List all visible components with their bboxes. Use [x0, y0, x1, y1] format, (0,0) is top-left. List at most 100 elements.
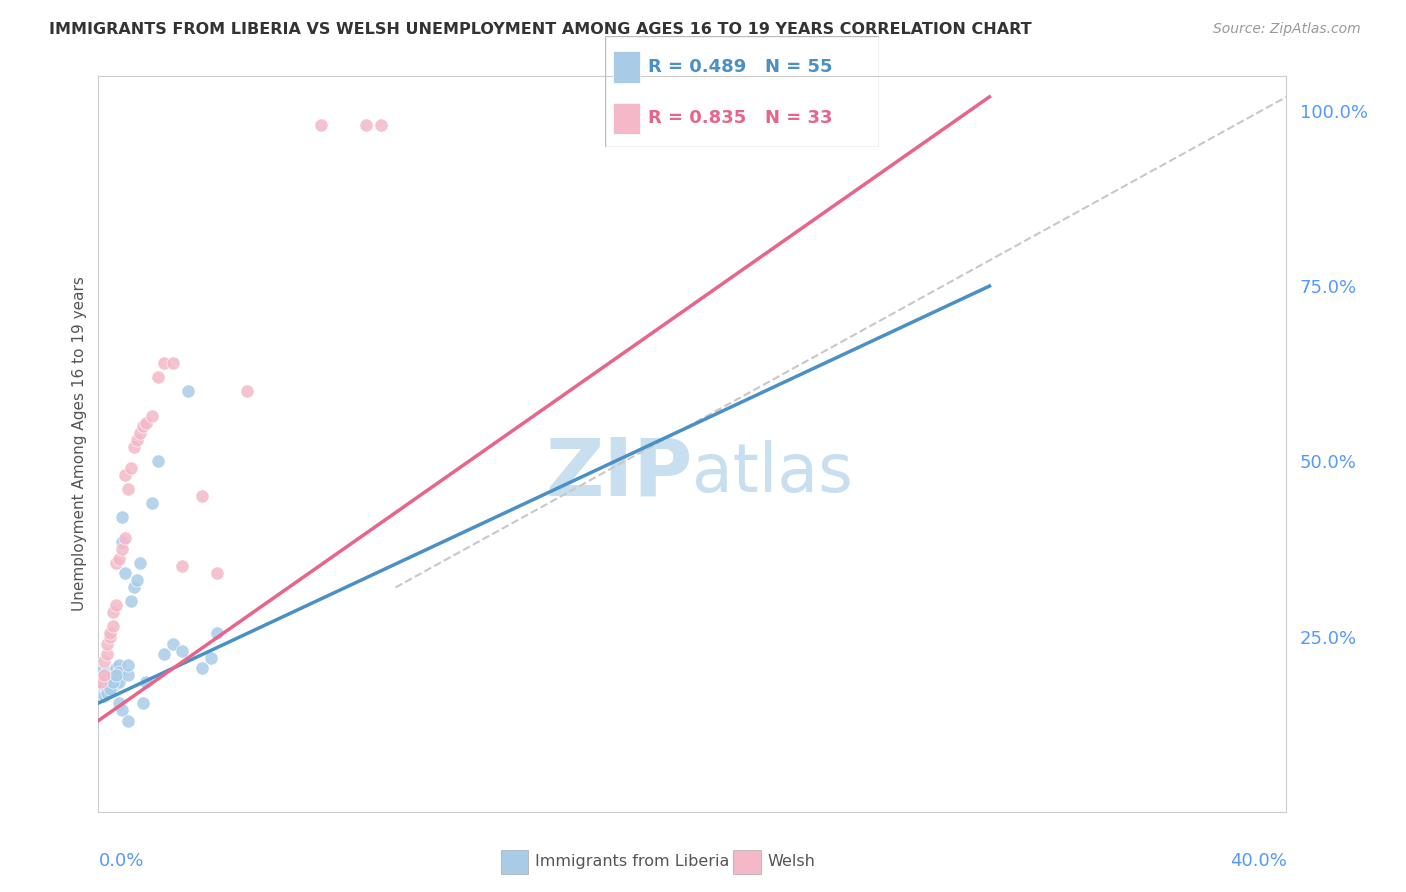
Point — [129, 556, 152, 570]
Point — [103, 665, 125, 679]
Bar — [613, 52, 640, 83]
Bar — [613, 103, 640, 134]
Point — [370, 118, 392, 132]
Point — [103, 679, 125, 693]
Point — [170, 559, 193, 574]
Point — [120, 461, 142, 475]
Point — [111, 703, 134, 717]
Point — [125, 574, 148, 588]
Point — [122, 581, 145, 595]
Point — [96, 647, 118, 661]
Point — [146, 454, 169, 468]
Point — [114, 532, 136, 546]
Point — [108, 665, 131, 679]
Point — [152, 647, 174, 661]
Point — [93, 668, 115, 682]
Point — [103, 675, 125, 690]
Point — [191, 661, 214, 675]
Point — [103, 605, 125, 619]
Text: Source: ZipAtlas.com: Source: ZipAtlas.com — [1213, 22, 1361, 37]
Point — [96, 665, 118, 679]
Point — [132, 696, 155, 710]
Point — [98, 668, 121, 682]
Point — [114, 468, 136, 483]
Point — [90, 675, 112, 690]
Point — [93, 668, 115, 682]
Point — [103, 668, 125, 682]
Point — [108, 696, 131, 710]
Point — [111, 541, 134, 556]
Point — [90, 672, 112, 686]
Point — [141, 409, 163, 423]
Text: atlas: atlas — [692, 441, 853, 506]
Point — [122, 440, 145, 454]
Point — [117, 483, 139, 497]
Point — [170, 643, 193, 657]
Point — [108, 657, 131, 672]
Y-axis label: Unemployment Among Ages 16 to 19 years: Unemployment Among Ages 16 to 19 years — [72, 277, 87, 611]
Text: R = 0.489   N = 55: R = 0.489 N = 55 — [648, 58, 832, 76]
Point — [105, 672, 128, 686]
Point — [90, 675, 112, 690]
Point — [105, 675, 128, 690]
Point — [98, 630, 121, 644]
Point — [98, 675, 121, 690]
Point — [90, 665, 112, 679]
Text: Immigrants from Liberia: Immigrants from Liberia — [534, 854, 730, 869]
Point — [96, 685, 118, 699]
Point — [191, 489, 214, 503]
Point — [111, 534, 134, 549]
Point — [108, 552, 131, 566]
Point — [236, 384, 259, 399]
Point — [111, 510, 134, 524]
Bar — [501, 850, 529, 874]
Point — [125, 434, 148, 448]
Point — [93, 654, 115, 668]
Text: IMMIGRANTS FROM LIBERIA VS WELSH UNEMPLOYMENT AMONG AGES 16 TO 19 YEARS CORRELAT: IMMIGRANTS FROM LIBERIA VS WELSH UNEMPLO… — [49, 22, 1032, 37]
Point — [96, 668, 118, 682]
Point — [108, 675, 131, 690]
Point — [152, 356, 174, 370]
Point — [309, 118, 332, 132]
Text: R = 0.835   N = 33: R = 0.835 N = 33 — [648, 109, 832, 128]
Point — [162, 356, 184, 370]
Point — [117, 668, 139, 682]
Point — [105, 661, 128, 675]
Point — [98, 682, 121, 697]
Point — [120, 594, 142, 608]
Point — [93, 675, 115, 690]
Point — [200, 650, 222, 665]
Point — [98, 672, 121, 686]
Point — [93, 679, 115, 693]
Point — [132, 419, 155, 434]
Point — [96, 675, 118, 690]
Point — [117, 714, 139, 728]
Point — [105, 556, 128, 570]
Point — [105, 598, 128, 612]
Point — [96, 636, 118, 650]
Point — [205, 566, 228, 581]
Point — [103, 619, 125, 633]
Point — [135, 675, 157, 690]
Point — [135, 416, 157, 430]
Point — [98, 682, 121, 697]
Point — [117, 657, 139, 672]
Point — [98, 675, 121, 690]
Text: Welsh: Welsh — [768, 854, 815, 869]
Point — [354, 118, 377, 132]
Point — [162, 636, 184, 650]
Text: 40.0%: 40.0% — [1230, 852, 1286, 871]
Point — [90, 682, 112, 697]
Point — [93, 689, 115, 703]
Point — [205, 626, 228, 640]
Text: 0.0%: 0.0% — [98, 852, 143, 871]
Point — [93, 685, 115, 699]
Bar — [734, 850, 761, 874]
Point — [141, 496, 163, 510]
Point — [105, 668, 128, 682]
Point — [129, 426, 152, 441]
Text: ZIP: ZIP — [546, 434, 692, 512]
Point — [146, 370, 169, 384]
Point — [176, 384, 198, 399]
Point — [103, 675, 125, 690]
